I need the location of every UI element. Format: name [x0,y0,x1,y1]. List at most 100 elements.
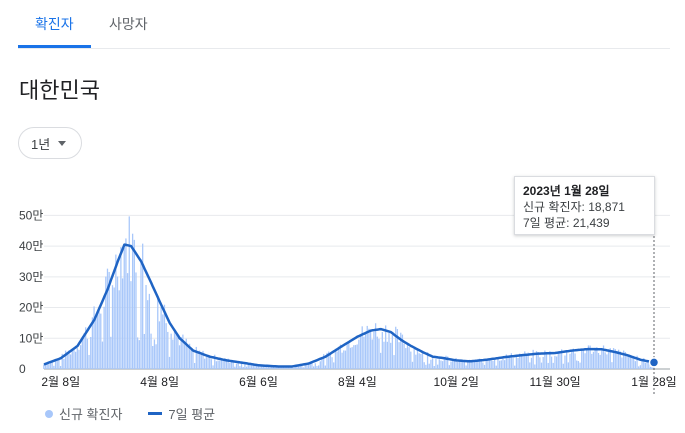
daily-bar [147,300,149,369]
daily-bar [374,323,377,369]
daily-bar [423,362,425,369]
daily-bar [457,361,459,369]
daily-bar [51,362,53,369]
daily-bar [433,366,435,369]
daily-bar [110,336,112,369]
daily-bar [69,354,72,369]
daily-bar [250,363,253,369]
daily-bar [547,362,549,369]
daily-bar [592,351,595,369]
daily-bar [584,353,586,369]
daily-bar [356,344,358,369]
daily-bar [269,365,271,369]
caret-down-icon [58,140,67,146]
daily-bar [406,342,409,369]
daily-bar [143,333,145,369]
daily-bar [587,345,590,369]
daily-bar [504,360,506,369]
daily-bar [323,354,325,369]
daily-bar [426,352,429,369]
daily-bar [611,362,613,369]
daily-bar [80,345,82,369]
daily-bar [545,353,548,369]
daily-bar [530,357,533,369]
daily-bar [596,347,598,369]
daily-bar [599,354,601,369]
daily-bar [483,364,486,369]
daily-bar [100,313,102,369]
period-selected-value: 1년 [31,136,51,152]
region-title: 대한민국 [19,78,100,103]
daily-bar [502,358,504,369]
daily-bar [205,355,207,369]
daily-bar [336,351,338,369]
daily-bar [418,353,420,369]
tab-confirmed[interactable]: 확진자 [35,16,74,32]
daily-bar [155,344,157,369]
daily-bar [302,367,305,369]
daily-bar [192,349,194,369]
daily-bar [338,346,340,369]
daily-bar [623,350,625,369]
daily-bar [648,361,650,369]
daily-bar [363,336,365,369]
x-tick-label: 4월 8일 [140,375,179,389]
daily-bar [517,358,519,369]
daily-bar [492,360,494,369]
daily-bar [115,254,117,369]
daily-bar [261,366,263,369]
daily-bar [559,351,561,369]
cases-chart[interactable]: 0 10만 20만 30만 40만 50만 2월 8일 4월 8일 6월 6일 8월 4일 10월… [0,170,685,395]
daily-bar [68,350,70,369]
daily-bar [400,332,402,369]
daily-bar [405,348,407,369]
daily-bar [550,356,553,369]
daily-bar [629,356,631,369]
daily-bar [562,363,564,369]
daily-bar [331,357,333,369]
daily-bar [43,364,45,369]
daily-bar [410,351,412,369]
daily-bar [493,359,496,369]
daily-bar [318,365,320,369]
daily-bar [581,348,583,369]
period-dropdown[interactable]: 1년 [18,127,82,159]
daily-bar [255,365,258,369]
daily-bar [343,350,345,369]
daily-bar [532,349,534,369]
daily-bar [58,358,60,369]
tooltip-average: 7일 평균: 21,439 [523,216,610,230]
x-tick-label: 11월 30일 [530,375,581,389]
daily-bar [44,364,47,369]
daily-bar [73,347,75,369]
daily-bar [299,365,301,369]
daily-bar [597,352,600,369]
daily-bar [88,354,90,369]
daily-bar [388,332,390,369]
daily-bar [116,276,119,369]
tab-deaths[interactable]: 사망자 [109,16,148,32]
daily-bar [150,333,152,369]
daily-bar [182,334,184,369]
daily-bar [524,351,526,369]
daily-bar [490,360,492,369]
daily-bar [425,364,427,369]
daily-bar [103,306,105,369]
daily-bar [500,360,502,369]
daily-bar [314,363,316,369]
daily-bar [443,356,445,369]
daily-bar [90,336,92,369]
tab-bar: 확진자 사망자 [18,0,670,49]
daily-bar [167,331,169,369]
daily-bar [210,359,213,369]
daily-bar [152,345,154,369]
daily-bar [324,365,326,369]
daily-bar [395,326,397,369]
daily-bar [487,360,489,369]
daily-bar [209,355,211,369]
daily-bar [571,352,573,369]
daily-bar [217,360,219,369]
daily-bar [222,359,224,369]
daily-bar [309,362,311,369]
daily-bar [133,239,135,369]
